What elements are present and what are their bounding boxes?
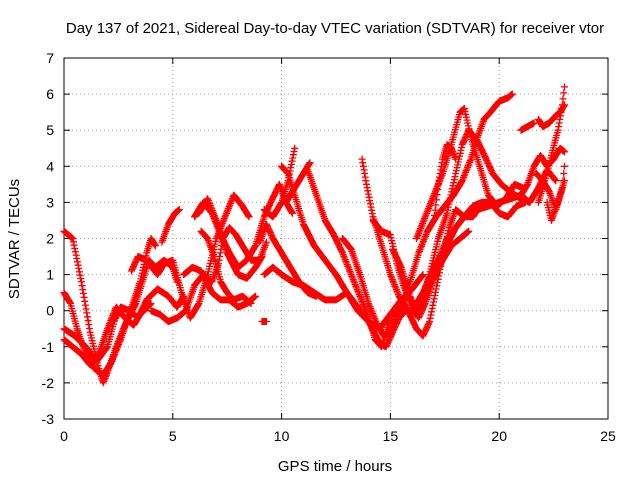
data-point-markers — [408, 166, 560, 315]
y-tick-label: 3 — [46, 194, 54, 210]
y-tick-labels: -3 -2 -1 0 1 2 3 4 5 6 7 — [42, 50, 55, 427]
data-track — [195, 195, 266, 282]
data-track — [389, 198, 529, 315]
data-track — [260, 144, 299, 221]
data-track — [60, 300, 155, 369]
data-track — [534, 101, 568, 131]
data-point-markers — [128, 191, 253, 322]
axis-ticks — [63, 57, 609, 420]
data-point-markers — [195, 195, 266, 282]
data-point-markers — [339, 235, 407, 340]
data-point-markers — [389, 198, 529, 315]
data-track — [191, 180, 296, 271]
x-tick-label: 5 — [169, 428, 177, 444]
x-tick-label: 20 — [491, 428, 507, 444]
data-track — [517, 119, 538, 134]
data-point-markers — [543, 177, 568, 224]
data-track — [543, 177, 568, 224]
x-tick-label: 25 — [600, 428, 616, 444]
x-tick-label: 10 — [274, 428, 290, 444]
x-axis-label: GPS time / hours — [278, 458, 392, 475]
y-tick-label: 0 — [46, 303, 54, 319]
y-tick-label: -2 — [42, 375, 55, 391]
data-point-markers — [60, 300, 155, 369]
data-point-markers — [517, 119, 538, 134]
data-point-markers — [158, 206, 183, 246]
data-point-markers — [430, 141, 460, 224]
x-tick-labels: 0 5 10 15 20 25 — [60, 428, 616, 444]
y-tick-label: -1 — [42, 339, 55, 355]
y-tick-label: -3 — [42, 411, 55, 427]
data-track — [128, 191, 253, 322]
y-tick-label: 7 — [46, 50, 54, 66]
data-track — [158, 206, 183, 246]
data-track — [180, 263, 259, 311]
y-tick-label: 5 — [46, 122, 54, 138]
x-tick-label: 15 — [383, 428, 399, 444]
data-point-markers — [260, 144, 299, 221]
chart-title: Day 137 of 2021, Sidereal Day-to-day VTE… — [66, 20, 604, 37]
y-axis-label: SDTVAR / TECUs — [6, 179, 23, 299]
y-tick-label: 1 — [46, 267, 54, 283]
data-track — [339, 235, 407, 340]
x-tick-label: 0 — [60, 428, 68, 444]
data-point-markers — [258, 318, 270, 325]
data-point-markers — [60, 235, 159, 380]
data-points — [60, 83, 568, 387]
y-tick-label: 4 — [46, 158, 54, 174]
data-point-markers — [534, 101, 568, 131]
data-track — [408, 166, 560, 315]
data-track — [60, 235, 159, 380]
data-point-markers — [197, 227, 255, 307]
data-track — [258, 318, 270, 325]
data-track — [430, 141, 460, 224]
data-point-markers — [180, 263, 259, 311]
data-track — [197, 227, 255, 307]
y-tick-label: 6 — [46, 86, 54, 102]
y-tick-label: 2 — [46, 231, 54, 247]
data-point-markers — [191, 180, 296, 271]
